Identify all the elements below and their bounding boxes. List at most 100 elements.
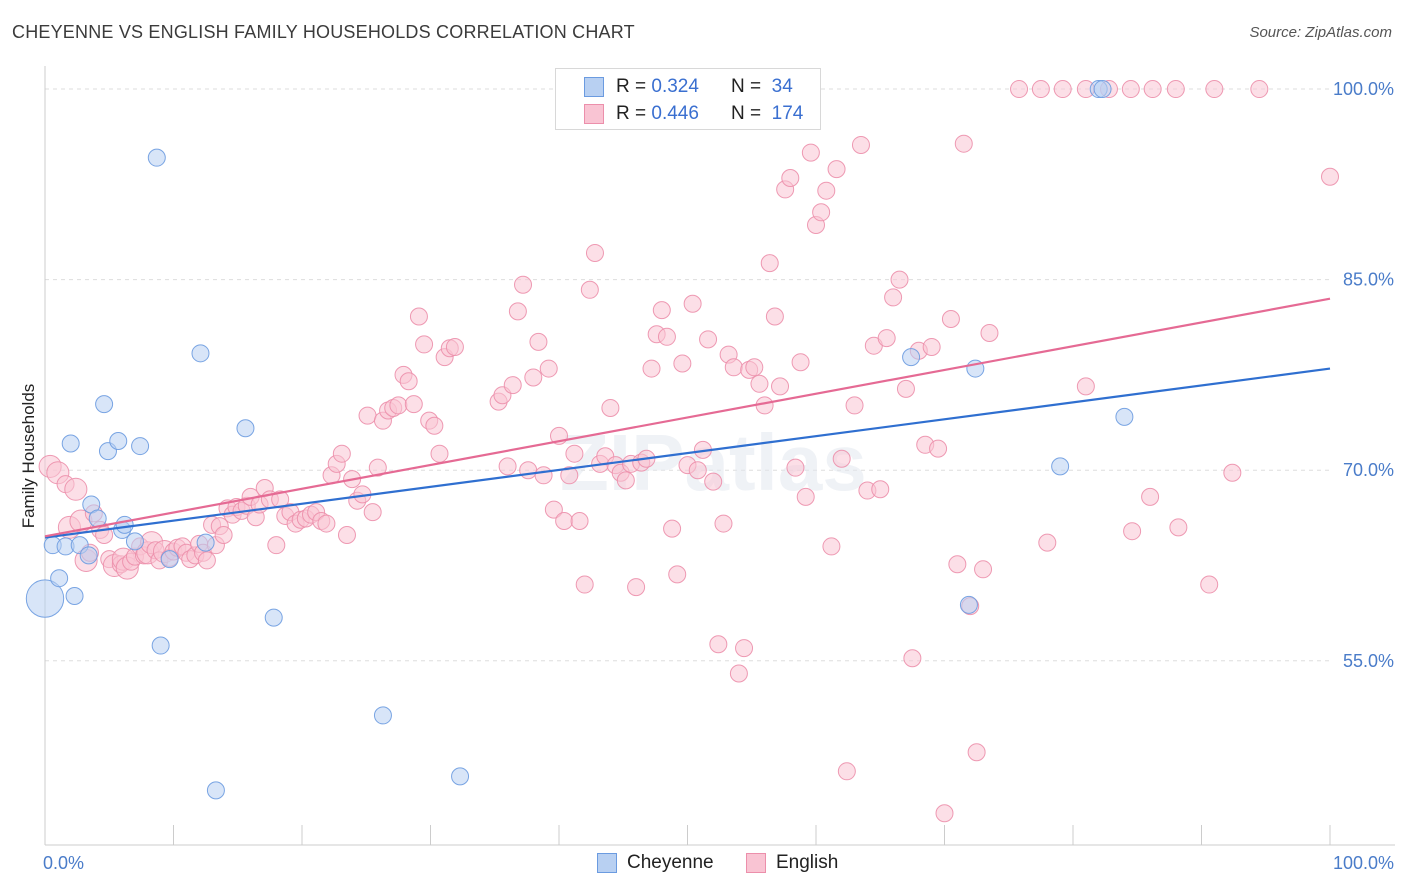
english-point <box>1053 80 1072 99</box>
english-point <box>404 395 423 414</box>
correlation-legend: R = 0.324 N = 34 R = 0.446 N = 174 <box>555 68 821 130</box>
r-label: R = <box>616 76 647 97</box>
english-point <box>1038 533 1057 552</box>
r-value: 0.446 <box>651 103 699 124</box>
cheyenne-point <box>1051 457 1070 476</box>
cheyenne-point <box>79 546 98 565</box>
cheyenne-point <box>115 515 134 534</box>
english-point <box>1141 487 1160 506</box>
english-point <box>1205 80 1224 99</box>
cheyenne-point <box>50 569 69 588</box>
english-point <box>832 449 851 468</box>
english-point <box>539 359 558 378</box>
english-point <box>801 143 820 162</box>
english-point <box>585 243 604 262</box>
english-point <box>514 275 533 294</box>
cheyenne-point <box>151 636 170 655</box>
english-point <box>922 337 941 356</box>
cheyenne-point <box>196 533 215 552</box>
n-label: N = <box>731 103 762 124</box>
legend-item-english: English <box>746 852 838 874</box>
english-point <box>1031 80 1050 99</box>
english-point <box>337 526 356 544</box>
english-point <box>389 396 408 415</box>
english-point <box>1143 80 1162 99</box>
english-point <box>657 327 676 346</box>
series-legend: Cheyenne English <box>0 852 1406 878</box>
english-point <box>555 512 574 531</box>
english-point <box>877 329 896 348</box>
y-tick-label: 85.0% <box>1343 270 1394 290</box>
english-point <box>1200 575 1219 594</box>
cheyenne-point <box>95 395 114 414</box>
n-value: 34 <box>771 76 793 97</box>
english-point <box>445 337 464 356</box>
english-point <box>267 536 286 555</box>
english-point <box>663 519 682 538</box>
english-point <box>884 288 903 307</box>
y-tick-label: 70.0% <box>1343 460 1394 480</box>
english-point <box>425 416 444 435</box>
english-point <box>498 457 517 476</box>
english-point <box>529 332 548 351</box>
english-point <box>760 254 779 273</box>
english-point <box>822 537 841 556</box>
english-point <box>1076 377 1095 396</box>
english-point <box>745 358 764 377</box>
english-point <box>735 639 754 658</box>
english-point <box>750 374 769 393</box>
english-point <box>871 480 890 499</box>
english-point <box>534 466 553 485</box>
cheyenne-point <box>191 344 210 363</box>
english-point <box>317 514 336 533</box>
english-point <box>817 181 836 200</box>
cheyenne-point <box>25 579 65 618</box>
english-point <box>941 310 960 329</box>
english-point <box>668 565 687 584</box>
english-point <box>837 762 856 781</box>
english-point <box>771 377 790 396</box>
english-point <box>1321 167 1339 186</box>
n-value: 174 <box>771 103 804 124</box>
english-point <box>827 160 846 179</box>
cheyenne-point <box>451 767 470 786</box>
english-point <box>781 168 800 187</box>
axes <box>44 66 1395 846</box>
legend-item-cheyenne: Cheyenne <box>597 852 714 874</box>
english-points <box>38 80 1339 823</box>
english-point <box>903 649 922 668</box>
cheyenne-point <box>131 437 150 456</box>
english-trend-line <box>44 297 1331 538</box>
english-point <box>980 323 999 342</box>
english-point <box>575 575 594 594</box>
legend-row-english: R = 0.446 N = 174 <box>556 100 803 128</box>
english-point <box>332 444 351 463</box>
cheyenne-swatch <box>584 77 604 97</box>
english-point <box>724 358 743 377</box>
trend-lines <box>44 297 1331 539</box>
english-point <box>765 307 784 326</box>
cheyenne-point <box>109 431 128 450</box>
tick-labels: 100.0% 85.0% 70.0% 55.0% 0.0% 100.0% <box>43 79 1394 873</box>
n-label: N = <box>731 76 762 97</box>
english-point <box>197 551 216 570</box>
english-point <box>890 270 909 289</box>
english-point <box>580 280 599 299</box>
english-point <box>363 503 382 522</box>
english-point <box>1223 463 1242 482</box>
grid-lines <box>45 88 1330 662</box>
chart-title: CHEYENNE VS ENGLISH FAMILY HOUSEHOLDS CO… <box>12 22 635 42</box>
english-point <box>688 461 707 480</box>
english-point <box>845 396 864 415</box>
english-point <box>642 359 661 378</box>
english-point <box>851 135 870 154</box>
english-point <box>709 635 728 654</box>
r-label: R = <box>616 103 647 124</box>
english-point <box>214 526 233 544</box>
english-point <box>1166 80 1185 99</box>
english-point <box>896 379 915 398</box>
english-point <box>796 487 815 506</box>
english-point <box>652 301 671 320</box>
english-point <box>503 376 522 395</box>
